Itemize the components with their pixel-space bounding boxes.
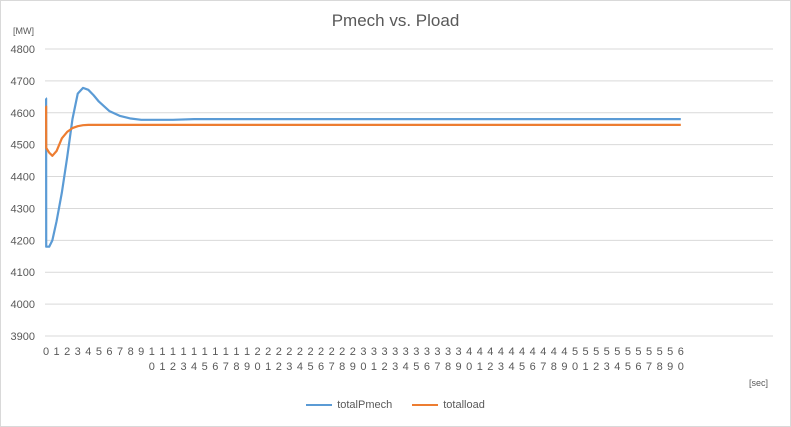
y-tick-label: 4200 (11, 235, 35, 247)
y-tick-label: 4500 (11, 140, 35, 152)
legend-item-totalpmech: totalPmech (306, 399, 392, 411)
y-tick-label: 4000 (11, 299, 35, 311)
x-tick-label: 9 (138, 346, 144, 358)
legend-label-totalload: totalload (443, 399, 485, 411)
legend-label-totalpmech: totalPmech (337, 399, 393, 411)
y-tick-label: 3900 (11, 331, 35, 343)
y-axis-label: [MW] (13, 26, 34, 36)
y-tick-label: 4300 (11, 203, 35, 215)
y-tick-label: 4600 (11, 108, 35, 120)
x-tick-label: 4 (85, 346, 91, 358)
x-axis-label: [sec] (749, 378, 769, 388)
legend-swatch-totalpmech (306, 404, 333, 406)
x-tick-label: 5 (96, 346, 102, 358)
series-line-totalload (45, 105, 681, 157)
x-tick-label: 1 (54, 346, 60, 358)
y-tick-label: 4400 (11, 172, 35, 184)
chart-legend: totalPmech totalload (0, 399, 791, 411)
legend-swatch-totalload (412, 404, 439, 406)
x-tick-label: 6 (106, 346, 112, 358)
y-tick-label: 4100 (11, 267, 35, 279)
series-line-totalpmech (45, 86, 681, 248)
x-tick-label: 0 (43, 346, 49, 358)
y-tick-label: 4700 (11, 76, 35, 88)
x-tick-label: 2 (64, 346, 70, 358)
legend-item-totalload: totalload (412, 399, 485, 411)
y-tick-label: 4800 (11, 44, 35, 56)
x-tick-label: 7 (117, 346, 123, 358)
chart-title: Pmech vs. Pload (331, 11, 460, 30)
x-tick-label: 8 (128, 346, 134, 358)
x-tick-label: 3 (75, 346, 81, 358)
